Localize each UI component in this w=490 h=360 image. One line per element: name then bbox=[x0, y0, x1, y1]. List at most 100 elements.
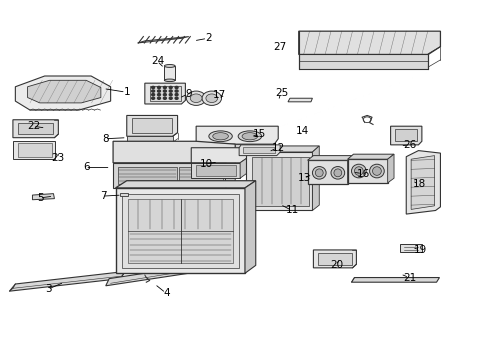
Ellipse shape bbox=[313, 167, 326, 179]
Polygon shape bbox=[411, 156, 435, 210]
Polygon shape bbox=[127, 136, 172, 142]
Polygon shape bbox=[122, 194, 239, 268]
Text: 20: 20 bbox=[330, 260, 343, 270]
Text: 9: 9 bbox=[186, 89, 192, 99]
Text: 26: 26 bbox=[404, 140, 417, 150]
Polygon shape bbox=[347, 154, 394, 159]
Polygon shape bbox=[138, 37, 189, 43]
Polygon shape bbox=[27, 80, 101, 103]
Text: 1: 1 bbox=[123, 87, 130, 97]
Polygon shape bbox=[391, 126, 422, 145]
Polygon shape bbox=[132, 118, 172, 134]
Polygon shape bbox=[191, 148, 247, 163]
Text: 14: 14 bbox=[296, 126, 309, 135]
Ellipse shape bbox=[372, 167, 381, 175]
Text: 23: 23 bbox=[52, 153, 65, 163]
Circle shape bbox=[175, 97, 178, 99]
Text: 2: 2 bbox=[205, 33, 212, 43]
Polygon shape bbox=[351, 278, 440, 282]
Text: 3: 3 bbox=[45, 284, 52, 294]
Text: 12: 12 bbox=[271, 143, 285, 153]
Text: 8: 8 bbox=[102, 134, 109, 144]
Polygon shape bbox=[118, 167, 176, 184]
Text: 21: 21 bbox=[404, 273, 417, 283]
Polygon shape bbox=[13, 120, 58, 138]
Circle shape bbox=[175, 86, 178, 89]
Polygon shape bbox=[196, 126, 278, 144]
Circle shape bbox=[152, 90, 155, 92]
Polygon shape bbox=[288, 98, 313, 102]
Polygon shape bbox=[406, 150, 441, 214]
Circle shape bbox=[152, 86, 155, 89]
Polygon shape bbox=[395, 129, 417, 141]
Circle shape bbox=[169, 94, 172, 96]
Polygon shape bbox=[347, 159, 388, 183]
Ellipse shape bbox=[242, 133, 258, 140]
Circle shape bbox=[163, 97, 166, 99]
Text: 6: 6 bbox=[83, 162, 90, 172]
Ellipse shape bbox=[369, 164, 384, 178]
Polygon shape bbox=[314, 250, 356, 268]
Polygon shape bbox=[240, 158, 247, 178]
Text: 25: 25 bbox=[275, 88, 288, 98]
Circle shape bbox=[202, 91, 221, 105]
Polygon shape bbox=[116, 181, 256, 188]
Text: 7: 7 bbox=[100, 191, 107, 201]
Circle shape bbox=[206, 94, 218, 103]
Polygon shape bbox=[252, 157, 309, 206]
Polygon shape bbox=[150, 86, 180, 101]
Ellipse shape bbox=[354, 167, 363, 175]
Polygon shape bbox=[347, 156, 353, 184]
Polygon shape bbox=[191, 163, 240, 178]
Polygon shape bbox=[196, 165, 236, 176]
Polygon shape bbox=[243, 147, 275, 153]
Circle shape bbox=[169, 90, 172, 92]
Polygon shape bbox=[246, 146, 319, 152]
Circle shape bbox=[175, 94, 178, 96]
Polygon shape bbox=[113, 163, 225, 188]
Bar bbox=[120, 193, 128, 196]
Circle shape bbox=[158, 94, 160, 96]
Text: 22: 22 bbox=[27, 121, 41, 131]
Ellipse shape bbox=[209, 131, 232, 141]
Polygon shape bbox=[196, 144, 274, 151]
Ellipse shape bbox=[213, 133, 228, 140]
Ellipse shape bbox=[331, 167, 344, 179]
Text: 27: 27 bbox=[273, 42, 287, 51]
Polygon shape bbox=[388, 154, 394, 183]
Ellipse shape bbox=[316, 169, 323, 177]
Polygon shape bbox=[116, 188, 245, 273]
Polygon shape bbox=[318, 253, 352, 265]
Circle shape bbox=[190, 94, 202, 103]
Bar bbox=[164, 66, 175, 80]
Polygon shape bbox=[245, 181, 256, 273]
Polygon shape bbox=[299, 31, 441, 54]
Polygon shape bbox=[246, 152, 313, 211]
Ellipse shape bbox=[238, 131, 262, 141]
Polygon shape bbox=[308, 160, 347, 184]
Polygon shape bbox=[127, 116, 177, 136]
Polygon shape bbox=[128, 199, 233, 263]
Circle shape bbox=[163, 90, 166, 92]
Circle shape bbox=[186, 91, 206, 105]
Ellipse shape bbox=[334, 169, 342, 177]
Polygon shape bbox=[313, 146, 319, 211]
Circle shape bbox=[169, 86, 172, 89]
Ellipse shape bbox=[164, 79, 175, 82]
Polygon shape bbox=[18, 143, 52, 157]
Polygon shape bbox=[18, 123, 53, 134]
Text: 17: 17 bbox=[213, 90, 226, 100]
Polygon shape bbox=[400, 244, 422, 252]
Ellipse shape bbox=[164, 64, 175, 67]
Text: 19: 19 bbox=[414, 245, 427, 255]
Polygon shape bbox=[113, 141, 235, 163]
Circle shape bbox=[163, 94, 166, 96]
Circle shape bbox=[169, 97, 172, 99]
Polygon shape bbox=[145, 83, 185, 104]
Circle shape bbox=[163, 86, 166, 89]
Text: 10: 10 bbox=[199, 159, 213, 169]
Text: 15: 15 bbox=[253, 129, 266, 139]
Polygon shape bbox=[239, 145, 280, 156]
Circle shape bbox=[152, 97, 155, 99]
Text: 5: 5 bbox=[37, 193, 44, 203]
